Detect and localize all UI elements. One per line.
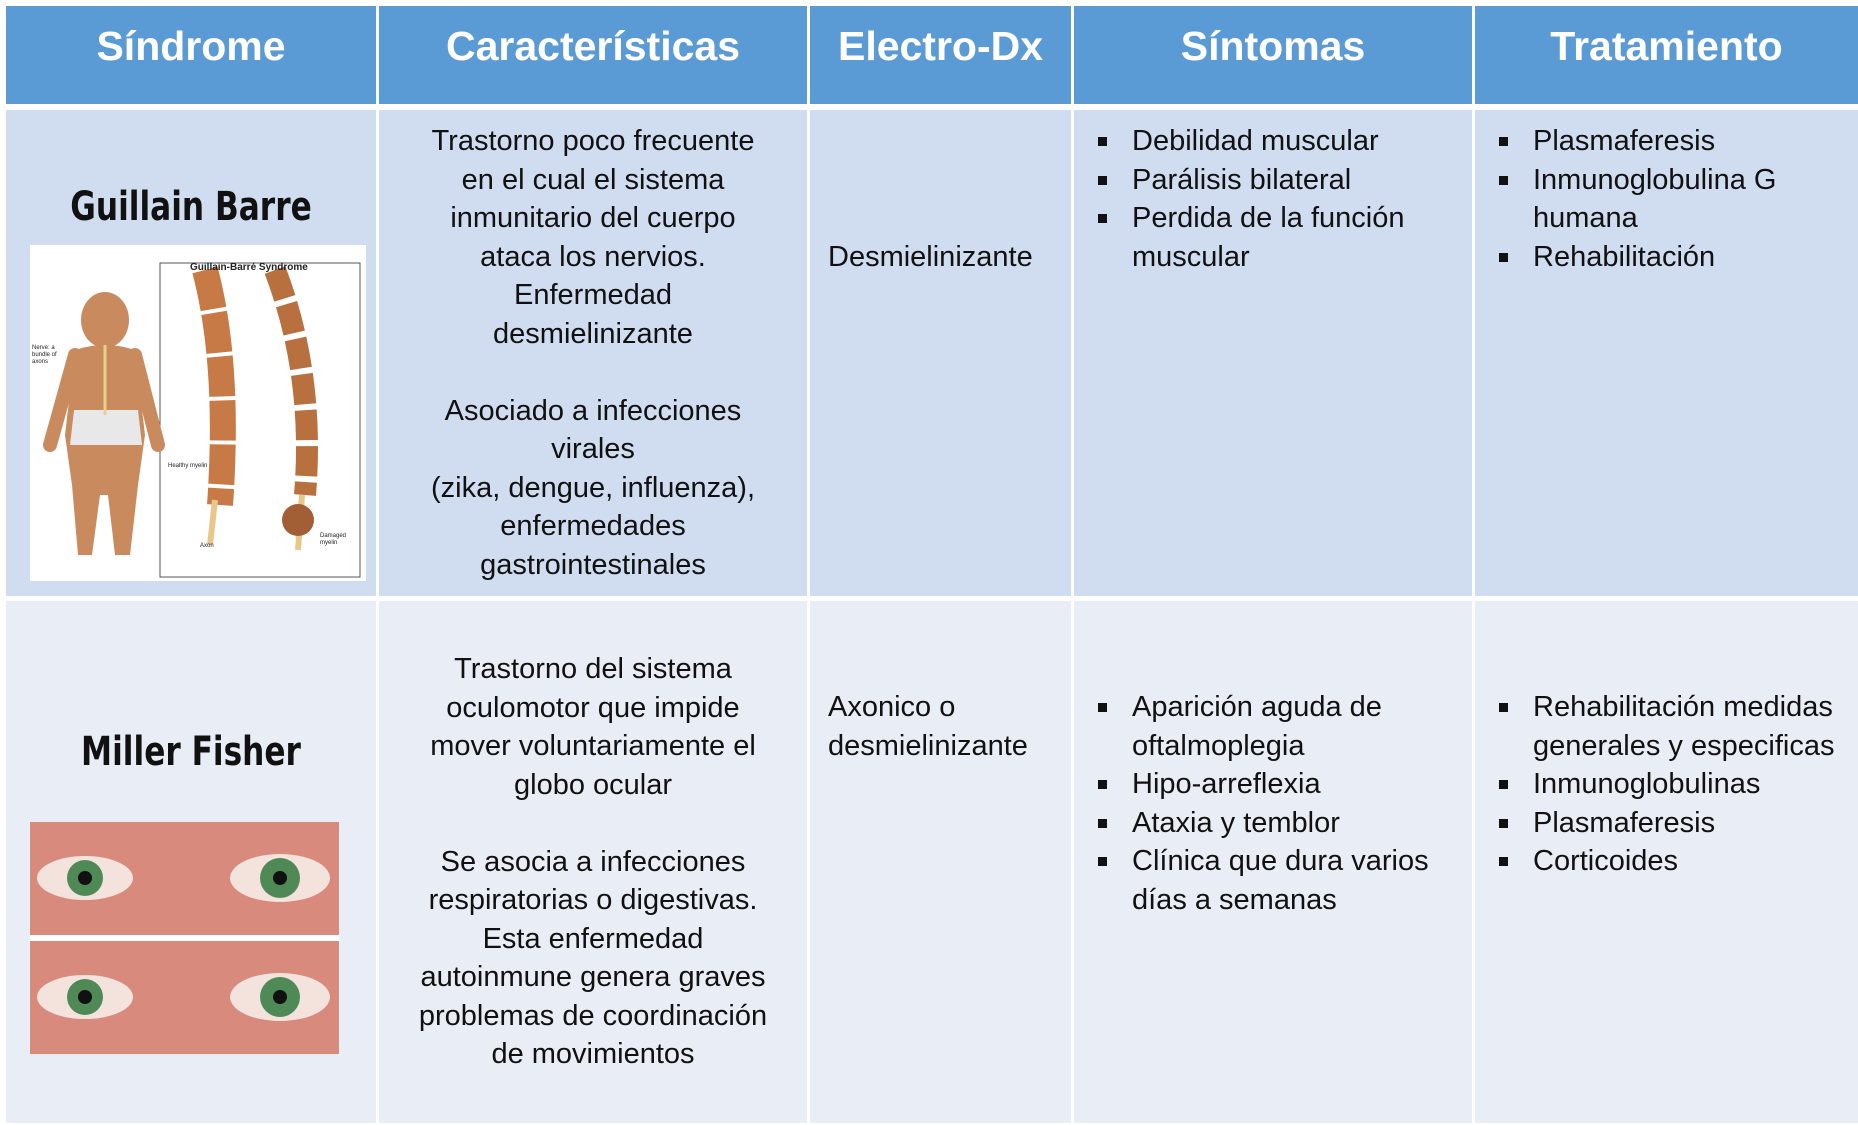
header-cell: Características xyxy=(379,6,807,104)
electro-dx: Desmielinizante xyxy=(828,241,1033,273)
bullet-list: Debilidad muscular Parálisis bilateral Per… xyxy=(1092,122,1462,276)
bullet-item: Clínica que dura varios días a semanas xyxy=(1092,842,1462,919)
text-line: gastrointestinales xyxy=(480,548,706,581)
text-line: de movimientos xyxy=(491,1038,695,1070)
text-line: Esta enfermedad xyxy=(482,922,704,955)
header-cell: Síndrome xyxy=(6,6,376,104)
text-line: respiratorias o digestivas. xyxy=(428,884,758,916)
table-cell: Trastorno del sistema oculomotor que impi… xyxy=(379,601,807,1123)
table-cell: Miller Fisher xyxy=(6,601,376,1123)
header-cell: Síntomas xyxy=(1074,6,1472,104)
text-line: autoinmune genera graves xyxy=(420,961,766,993)
bullet-list: Plasmaferesis Inmunoglobulina G humana Reh… xyxy=(1493,122,1848,276)
table-cell: Plasmaferesis Inmunoglobulina G humana Reh… xyxy=(1475,110,1858,596)
text-line: mover voluntariamente el xyxy=(430,730,756,762)
figure-label: Damaged myelin xyxy=(320,533,347,546)
bullet-item: Plasmaferesis xyxy=(1493,804,1848,843)
bullet-list: Rehabilitación medidas generales y espec… xyxy=(1493,688,1848,881)
bullet-item: Parálisis bilateral xyxy=(1092,161,1462,200)
text-line: oculomotor que impide xyxy=(446,691,740,724)
text-line: globo ocular xyxy=(514,768,672,801)
text-line: en el cual el sistema xyxy=(461,163,725,196)
bullet-item: Debilidad muscular xyxy=(1092,122,1462,161)
text-line: problemas de coordinación xyxy=(418,999,768,1032)
paragraph: Trastorno del sistema oculomotor que impi… xyxy=(379,650,807,804)
header-cell: Tratamiento xyxy=(1475,6,1858,104)
text-line: Enfermedad xyxy=(514,279,672,311)
bullet-item: Rehabilitación medidas generales y espec… xyxy=(1493,688,1848,765)
paragraph: Se asocia a infecciones respiratorias o d… xyxy=(379,843,807,1074)
figure-title: Guillain-Barré Syndrome xyxy=(190,262,308,273)
bullet-item: Aparición aguda de oftalmoplegia xyxy=(1092,688,1462,765)
figure-label: Healthy myelin xyxy=(168,463,208,469)
figure: Guillain-Barré Syndrome Nerve: a bundle o… xyxy=(30,245,366,581)
paragraph: Asociado a infecciones virales (zika, deng… xyxy=(379,392,807,585)
text-line: inmunitario del cuerpo xyxy=(450,202,736,234)
bullet-item: Inmunoglobulinas xyxy=(1493,765,1848,804)
figure-label: Nerve: a bundle of axons xyxy=(32,345,57,365)
nerve-illustration xyxy=(43,262,361,578)
header-cell: Electro-Dx xyxy=(810,6,1071,104)
bullet-item: Inmunoglobulina G humana xyxy=(1493,161,1848,238)
bullet-item: Perdida de la función muscular xyxy=(1092,199,1462,276)
bullet-list: Aparición aguda de oftalmoplegia Hipo-arr… xyxy=(1092,688,1462,919)
text-line: Trastorno del sistema xyxy=(454,653,732,685)
table-cell: Rehabilitación medidas generales y espec… xyxy=(1475,601,1858,1123)
text-line: (zika, dengue, influenza), xyxy=(430,471,756,504)
table-cell: Debilidad muscular Parálisis bilateral Per… xyxy=(1074,110,1472,596)
paragraph: Trastorno poco frecuente en el cual el si… xyxy=(379,122,807,353)
bullet-item: Corticoides xyxy=(1493,842,1848,881)
bullet-item: Hipo-arreflexia xyxy=(1092,765,1462,804)
table-cell: Desmielinizante xyxy=(810,110,1071,596)
table-cell: Axonico o desmielinizante xyxy=(810,601,1071,1123)
electro-dx: Axonico o desmielinizante xyxy=(828,691,1028,762)
text-line: Trastorno poco frecuente xyxy=(431,125,755,157)
text-line: ataca los nervios. xyxy=(480,240,706,273)
text-line: virales xyxy=(551,433,635,465)
table-cell: Trastorno poco frecuente en el cual el si… xyxy=(379,110,807,596)
text-line: Asociado a infecciones xyxy=(444,394,742,427)
bullet-item: Rehabilitación xyxy=(1493,238,1848,277)
text-line: enfermedades xyxy=(500,510,686,542)
bullet-item: Ataxia y temblor xyxy=(1092,804,1462,843)
text-line: desmielinizante xyxy=(493,317,693,350)
table-cell: Aparición aguda de oftalmoplegia Hipo-arr… xyxy=(1074,601,1472,1123)
syndrome-name: Miller Fisher xyxy=(81,729,301,775)
syndrome-name: Guillain Barre xyxy=(70,184,312,230)
figure xyxy=(30,822,339,1055)
eyes-photo xyxy=(30,822,339,1054)
bullet-item: Plasmaferesis xyxy=(1493,122,1848,161)
figure-label: Axon xyxy=(200,543,214,549)
text-line: Se asocia a infecciones xyxy=(440,845,746,878)
table-cell: Guillain Barre Guillain-Barré Syndrome Ne… xyxy=(6,110,376,596)
